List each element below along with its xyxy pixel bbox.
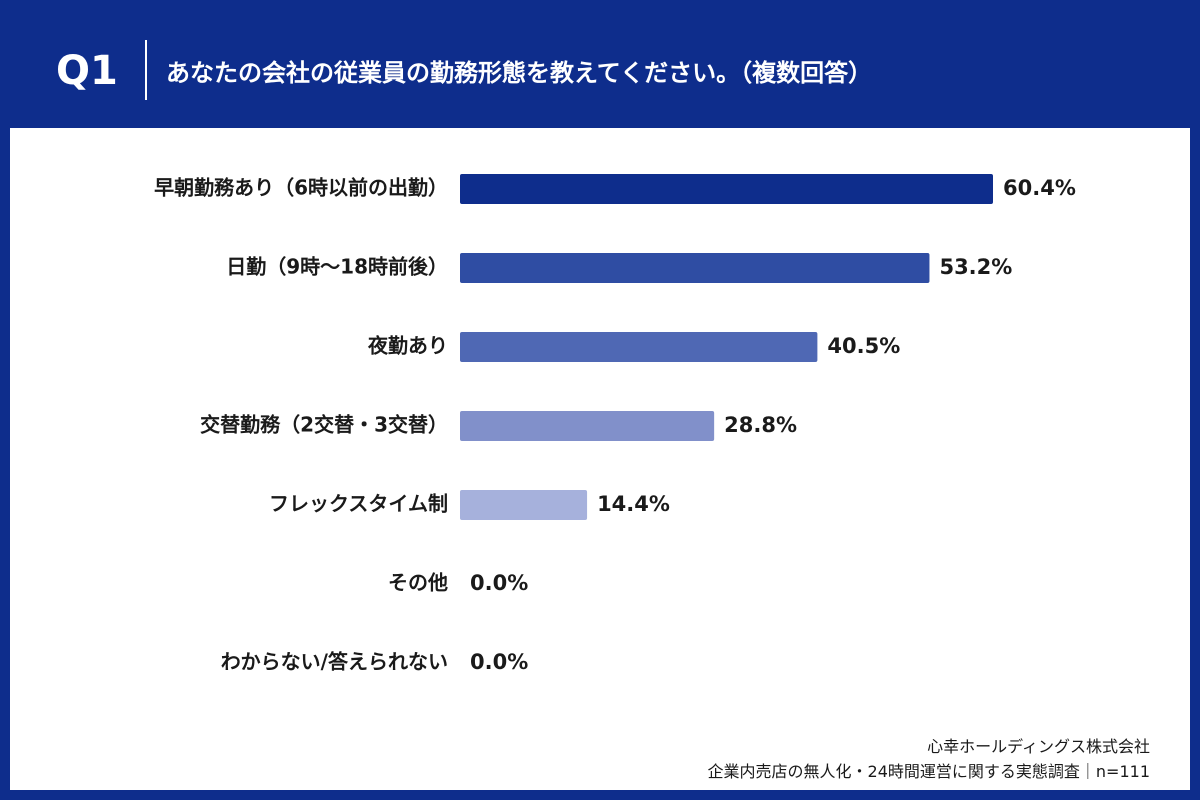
bar <box>460 174 993 204</box>
bar <box>460 332 818 362</box>
bar <box>460 253 930 283</box>
bar <box>460 411 715 441</box>
footer-survey: 企業内売店の無人化・24時間運営に関する実態調査｜n=111 <box>707 762 1150 781</box>
value-label: 14.4% <box>597 492 670 516</box>
category-label: 早朝勤務あり（6時以前の出勤） <box>154 176 448 200</box>
category-label: 交替勤務（2交替・3交替） <box>200 413 448 437</box>
bar-chart: 早朝勤務あり（6時以前の出勤） 60.4% 日勤（9時〜18時前後） 53.2% 夜勤あ… <box>154 174 1076 674</box>
category-label: その他 <box>388 571 448 595</box>
value-label: 28.8% <box>724 413 797 437</box>
footer-company: 心幸ホールディングス株式会社 <box>927 737 1150 756</box>
value-label: 40.5% <box>827 334 900 358</box>
bar <box>460 490 588 520</box>
header-banner: Q1 あなたの会社の従業員の勤務形態を教えてください。（複数回答） <box>0 0 1200 128</box>
value-label: 0.0% <box>470 650 528 674</box>
value-label: 0.0% <box>470 571 528 595</box>
category-label: わからない/答えられない <box>221 650 448 674</box>
category-label: 日勤（9時〜18時前後） <box>226 255 448 279</box>
category-label: 夜勤あり <box>367 334 448 358</box>
value-label: 60.4% <box>1003 176 1076 200</box>
question-number: Q1 <box>56 48 118 94</box>
header-divider <box>145 40 147 100</box>
question-title: あなたの会社の従業員の勤務形態を教えてください。（複数回答） <box>166 59 873 87</box>
category-label: フレックスタイム制 <box>269 492 448 516</box>
footer-source: 心幸ホールディングス株式会社 企業内売店の無人化・24時間運営に関する実態調査｜… <box>708 734 1150 784</box>
value-label: 53.2% <box>939 255 1012 279</box>
chart-panel: 早朝勤務あり（6時以前の出勤） 60.4% 日勤（9時〜18時前後） 53.2% 夜勤あ… <box>10 128 1190 790</box>
